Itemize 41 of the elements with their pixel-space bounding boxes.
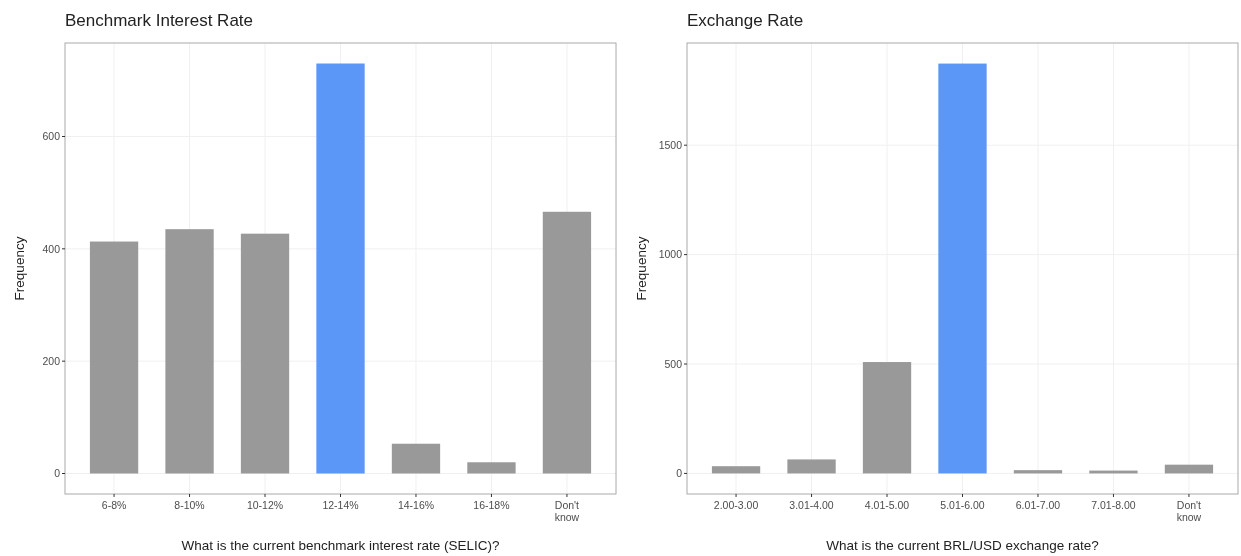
x-tick-label: 6.01-7.00 — [1015, 499, 1061, 511]
bar — [711, 466, 761, 474]
chart-title: Benchmark Interest Rate — [65, 11, 254, 30]
x-tick-label: 2.00-3.00 — [713, 499, 759, 511]
bar — [938, 63, 987, 474]
x-tick-label: 16-18% — [473, 499, 510, 511]
bar — [391, 443, 441, 474]
bar — [316, 63, 365, 474]
y-tick-label: 1000 — [658, 248, 683, 261]
bar — [165, 229, 214, 474]
x-tick-label: Don't know — [554, 499, 580, 523]
y-tick-label: 400 — [42, 242, 61, 255]
x-tick-label: 5.01-6.00 — [940, 499, 985, 511]
y-axis-title: Frequency — [12, 236, 27, 301]
bar — [862, 362, 912, 474]
bar — [89, 241, 139, 474]
bar — [467, 462, 516, 474]
x-tick-label: 6-8% — [101, 499, 127, 511]
bar — [787, 459, 836, 474]
chart-title: Exchange Rate — [687, 11, 804, 30]
x-tick-label: Don't know — [1176, 499, 1202, 523]
x-tick-label: 14-16% — [397, 499, 435, 511]
x-tick-label: 3.01-4.00 — [789, 499, 834, 511]
y-tick-label: 1500 — [658, 138, 683, 151]
bar — [1164, 464, 1214, 474]
x-tick-label: 12-14% — [322, 499, 359, 511]
x-tick-label: 7.01-8.00 — [1091, 499, 1136, 511]
x-tick-label: 10-12% — [246, 499, 284, 511]
x-tick-label: 4.01-5.00 — [864, 499, 910, 511]
x-axis-title: What is the current BRL/USD exchange rate? — [826, 538, 1099, 553]
x-axis-title: What is the current benchmark interest rate (SELIC)? — [181, 538, 500, 553]
y-tick-label: 200 — [42, 354, 61, 367]
y-tick-label: 500 — [664, 357, 683, 370]
bar — [542, 211, 592, 474]
y-tick-label: 0 — [54, 467, 61, 480]
x-tick-label: 8-10% — [174, 499, 205, 511]
y-tick-label: 0 — [676, 467, 683, 480]
bar — [240, 233, 290, 474]
bar — [1013, 470, 1063, 474]
y-tick-label: 600 — [42, 130, 61, 143]
y-axis-title: Frequency — [634, 236, 649, 301]
